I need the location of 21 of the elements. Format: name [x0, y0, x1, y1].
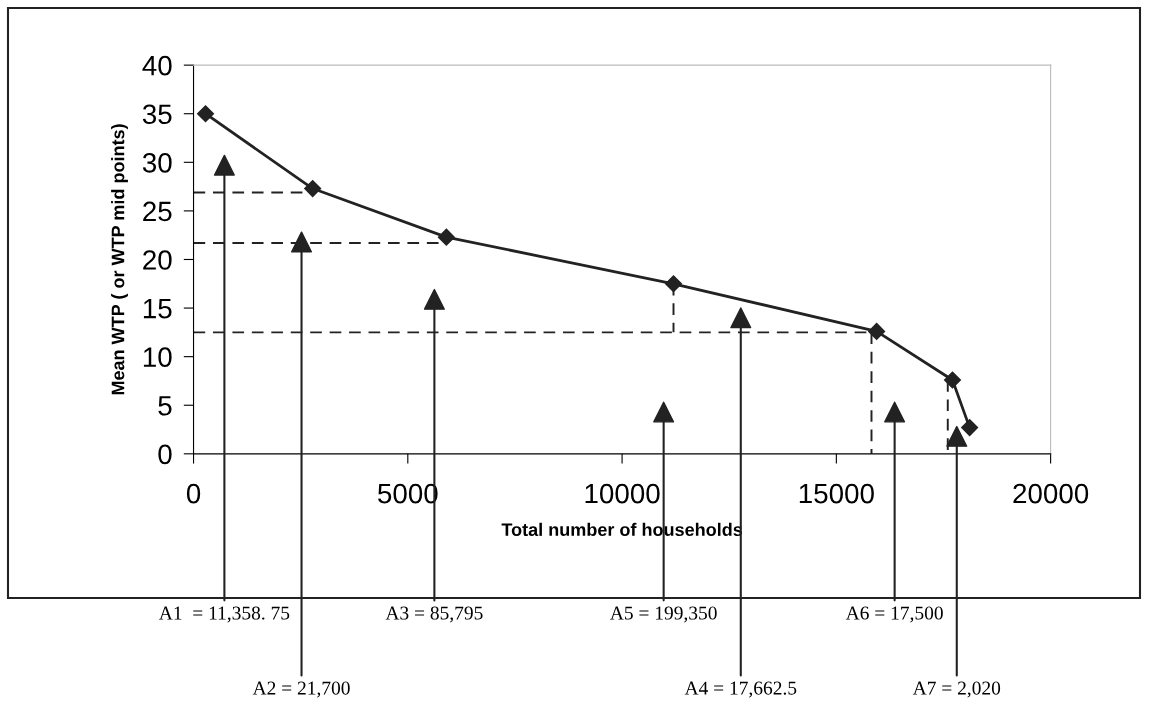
- annotation: A3 = 85,795: [385, 606, 483, 623]
- y-tick-label: 30: [142, 152, 172, 173]
- y-tick-label: 5: [158, 396, 172, 416]
- y-tick-label: 0: [158, 444, 172, 465]
- annotation: A6 = 17,500: [845, 606, 943, 623]
- annotation: A1 = 11,358. 75: [158, 606, 290, 623]
- y-axis-title: Mean WTP ( or WTP mid points): [111, 124, 128, 395]
- y-tick-label: 25: [143, 201, 172, 222]
- y-tick-label: 15: [143, 299, 172, 319]
- annotation: A7 = 2,020: [912, 681, 1001, 698]
- x-tick-label: 20000: [1013, 483, 1089, 504]
- annotation: A5 = 199,350: [610, 606, 717, 623]
- x-tick-label: 0: [186, 483, 201, 504]
- y-tick-label: 20: [143, 250, 172, 270]
- x-tick-label: 10000: [585, 483, 660, 504]
- y-tick-label: 40: [142, 55, 172, 76]
- y-tick-label: 10: [143, 347, 172, 367]
- x-tick-label: 15000: [799, 483, 874, 504]
- y-tick-label: 35: [142, 104, 172, 125]
- annotation: A2 = 21,700: [252, 681, 350, 698]
- annotation: A4 = 17,662.5: [684, 681, 797, 698]
